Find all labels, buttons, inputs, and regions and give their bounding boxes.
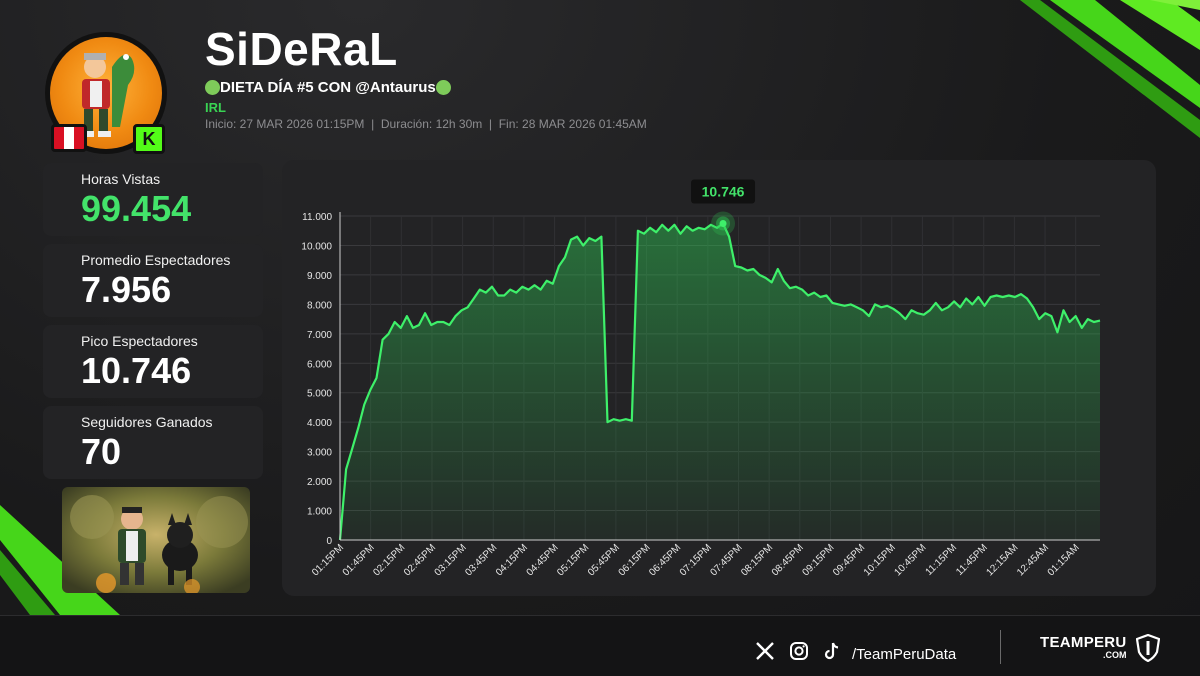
x-tick-label: 07:15PM <box>678 542 714 578</box>
stat-value: 7.956 <box>81 269 172 310</box>
x-tick-label: 06:45PM <box>647 542 683 578</box>
stat-value: 70 <box>81 431 122 472</box>
brand-name: TEAMPERU <box>1040 634 1127 651</box>
green-dot-icon <box>205 80 220 95</box>
footer-divider <box>1000 630 1001 664</box>
stat-label: Seguidores Ganados <box>81 414 213 430</box>
viewers-area-fill <box>340 223 1100 540</box>
x-tick-label: 03:45PM <box>463 542 499 578</box>
y-tick-label: 6.000 <box>307 359 332 370</box>
stream-category: IRL <box>205 100 226 115</box>
stat-card-horas-vistas: Horas Vistas 99.454 <box>43 163 263 236</box>
promo-image <box>62 487 250 593</box>
x-icon[interactable] <box>754 640 776 662</box>
x-tick-label: 07:45PM <box>709 542 745 578</box>
tiktok-icon[interactable] <box>821 640 843 662</box>
x-tick-label: 05:45PM <box>586 542 622 578</box>
character-with-dog-illustration-icon <box>62 487 250 593</box>
stat-value: 10.746 <box>81 350 192 391</box>
x-tick-label: 09:15PM <box>800 542 836 578</box>
x-tick-label: 06:15PM <box>617 542 653 578</box>
instagram-icon[interactable] <box>788 640 810 662</box>
kick-icon: K <box>133 124 165 154</box>
streamer-name: SiDeRaL <box>205 23 398 75</box>
x-tick-label: 10:15PM <box>862 542 898 578</box>
stat-card-promedio-espectadores: Promedio Espectadores 7.956 <box>43 244 263 317</box>
y-tick-label: 2.000 <box>307 477 332 488</box>
x-tick-label: 01:45PM <box>341 542 377 578</box>
stream-title-text: DIETA DÍA #5 CON @Antaurus <box>220 79 436 96</box>
shield-logo-icon <box>1136 634 1160 662</box>
x-tick-label: 04:45PM <box>525 542 561 578</box>
stat-label: Promedio Espectadores <box>81 252 231 268</box>
x-tick-label: 03:15PM <box>433 542 469 578</box>
y-tick-label: 1.000 <box>307 507 332 518</box>
y-tick-label: 0 <box>326 536 332 547</box>
x-tick-label: 12:15AM <box>984 542 1020 578</box>
y-tick-label: 8.000 <box>307 300 332 311</box>
stat-label: Pico Espectadores <box>81 333 198 349</box>
stat-card-pico-espectadores: Pico Espectadores 10.746 <box>43 325 263 398</box>
x-tick-label: 08:15PM <box>739 542 775 578</box>
x-tick-label: 11:15PM <box>924 542 960 578</box>
peak-label: 10.746 <box>702 183 745 199</box>
y-tick-label: 10.000 <box>301 241 332 252</box>
x-tick-label: 11:45PM <box>954 542 990 578</box>
x-tick-label: 10:45PM <box>892 542 928 578</box>
x-tick-label: 12:45AM <box>1015 542 1051 578</box>
y-tick-label: 4.000 <box>307 418 332 429</box>
stat-value: 99.454 <box>81 188 192 229</box>
footer-bar: /TeamPeruData TEAMPERU .COM <box>0 615 1200 676</box>
x-tick-label: 01:15AM <box>1046 542 1082 578</box>
social-handle[interactable]: /TeamPeruData <box>852 646 957 663</box>
green-accent-decoration <box>1020 0 1200 138</box>
y-tick-label: 9.000 <box>307 271 332 282</box>
cartoon-character-icon <box>81 53 135 137</box>
x-tick-label: 05:15PM <box>555 542 591 578</box>
green-dot-icon <box>435 80 451 95</box>
y-tick-label: 3.000 <box>307 448 332 459</box>
x-tick-label: 04:15PM <box>494 542 530 578</box>
y-tick-label: 11.000 <box>302 212 332 223</box>
x-tick-label: 01:15PM <box>310 542 346 578</box>
x-tick-label: 02:45PM <box>402 542 438 578</box>
brand-domain: .COM <box>1103 650 1127 660</box>
stream-meta: Inicio: 27 MAR 2026 01:15PM | Duración: … <box>205 117 647 131</box>
stream-title: DIETA DÍA #5 CON @Antaurus <box>205 79 451 96</box>
y-tick-label: 7.000 <box>307 330 332 341</box>
stat-card-seguidores-ganados: Seguidores Ganados 70 <box>43 406 263 479</box>
viewers-chart-panel: 0 1.000 2.000 3.000 4.000 5.000 6.000 7.000 8.00… <box>282 160 1156 596</box>
stat-label: Horas Vistas <box>81 171 161 187</box>
peru-flag-icon <box>51 124 87 152</box>
x-tick-label: 08:45PM <box>770 542 806 578</box>
y-tick-label: 5.000 <box>307 389 332 400</box>
viewers-area-chart: 0 1.000 2.000 3.000 4.000 5.000 6.000 7.000 8.00… <box>301 179 1101 578</box>
x-tick-label: 09:45PM <box>831 542 867 578</box>
peak-point <box>719 219 727 227</box>
x-tick-label: 02:15PM <box>371 542 407 578</box>
peak-label-box <box>691 179 756 204</box>
viewers-series-line <box>338 222 1101 541</box>
